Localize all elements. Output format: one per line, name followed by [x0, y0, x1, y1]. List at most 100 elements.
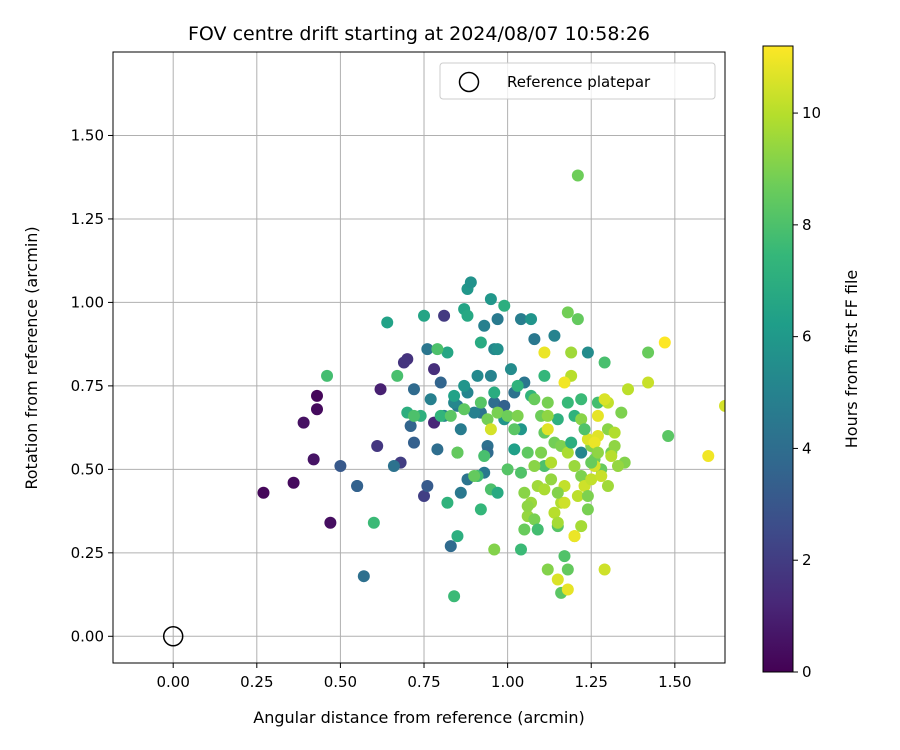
data-point [548, 329, 561, 342]
colorbar-tick-label: 8 [802, 216, 812, 234]
data-point [518, 523, 531, 536]
y-axis-ticks: 0.00 0.25 0.50 0.75 1.00 1.25 1.50 [71, 126, 113, 645]
data-point [535, 446, 548, 459]
data-point [601, 480, 614, 493]
data-point [541, 409, 554, 422]
data-point [357, 570, 370, 583]
data-point [458, 379, 471, 392]
data-point [374, 383, 387, 396]
data-point [595, 470, 608, 483]
reference-platepar-marker [162, 626, 184, 647]
data-point [481, 413, 494, 426]
data-point [434, 409, 447, 422]
colorbar-gradient [762, 45, 794, 673]
data-point [448, 389, 461, 402]
data-point [458, 403, 471, 416]
colorbar-tick-label: 10 [802, 104, 821, 122]
data-point [311, 403, 323, 416]
data-point [351, 480, 364, 493]
y-tick-label: 1.00 [71, 293, 104, 311]
data-point [474, 336, 487, 349]
data-point [508, 423, 521, 436]
data-point [581, 490, 594, 503]
data-point [461, 309, 474, 322]
data-point [515, 313, 527, 326]
data-point [371, 439, 384, 452]
data-point [702, 449, 715, 462]
data-point [287, 476, 300, 489]
data-point [311, 389, 323, 402]
data-point [321, 369, 334, 382]
data-point [541, 396, 554, 409]
data-point [297, 416, 310, 429]
data-point [431, 343, 444, 356]
data-point [571, 313, 584, 326]
data-point [367, 516, 380, 529]
x-tick-label: 0.75 [407, 673, 440, 691]
data-point [428, 363, 441, 376]
data-point [508, 443, 521, 456]
data-point [575, 520, 588, 533]
data-point [545, 456, 558, 469]
data-point [521, 446, 534, 459]
data-point [478, 449, 491, 462]
data-point [581, 503, 594, 516]
data-point [418, 490, 431, 503]
data-point [324, 516, 337, 529]
data-point [531, 523, 544, 536]
data-point [575, 393, 588, 406]
data-point [421, 343, 434, 356]
data-point [598, 393, 611, 406]
data-point [551, 486, 564, 499]
data-point [468, 406, 481, 419]
data-point [558, 376, 571, 389]
data-point [488, 396, 501, 409]
data-point [444, 540, 457, 553]
data-point [404, 419, 417, 432]
y-tick-label: 0.00 [71, 627, 104, 645]
data-point [608, 426, 621, 439]
data-point [448, 590, 461, 603]
data-point [454, 486, 467, 499]
legend-marker-reference [458, 71, 480, 93]
data-point [491, 313, 504, 326]
chart-title: FOV centre drift starting at 2024/08/07 … [188, 23, 650, 45]
colorbar-ticks: 0 2 4 6 8 10 [793, 104, 821, 681]
data-point [538, 346, 551, 359]
data-point [575, 446, 588, 459]
data-point [528, 513, 541, 526]
data-point [615, 406, 628, 419]
data-point [585, 456, 598, 469]
x-tick-label: 1.25 [575, 673, 608, 691]
data-point [548, 506, 561, 519]
x-tick-label: 0.00 [156, 673, 189, 691]
data-point [538, 483, 551, 496]
data-point [454, 423, 467, 436]
data-point [257, 486, 270, 499]
data-point [608, 439, 621, 452]
colorbar-label: Hours from first FF file [842, 270, 861, 449]
data-point [605, 449, 618, 462]
data-point [307, 453, 320, 466]
data-point [571, 169, 584, 182]
data-point [551, 413, 564, 426]
x-axis-label: Angular distance from reference (arcmin) [253, 708, 584, 727]
data-point [424, 393, 437, 406]
data-point [662, 429, 675, 442]
data-point [407, 436, 420, 449]
data-point [571, 490, 584, 503]
data-point [538, 369, 551, 382]
colorbar-tick-label: 4 [802, 439, 812, 457]
legend-box [439, 62, 716, 100]
data-point [558, 496, 571, 509]
grid-lines [113, 52, 725, 663]
y-tick-label: 1.50 [71, 126, 104, 144]
data-point [528, 460, 541, 473]
data-point [421, 480, 434, 493]
data-point [397, 356, 410, 369]
data-point [391, 369, 404, 382]
data-point [581, 346, 594, 359]
data-point [515, 466, 527, 479]
data-point [334, 460, 347, 473]
data-point [525, 313, 538, 326]
